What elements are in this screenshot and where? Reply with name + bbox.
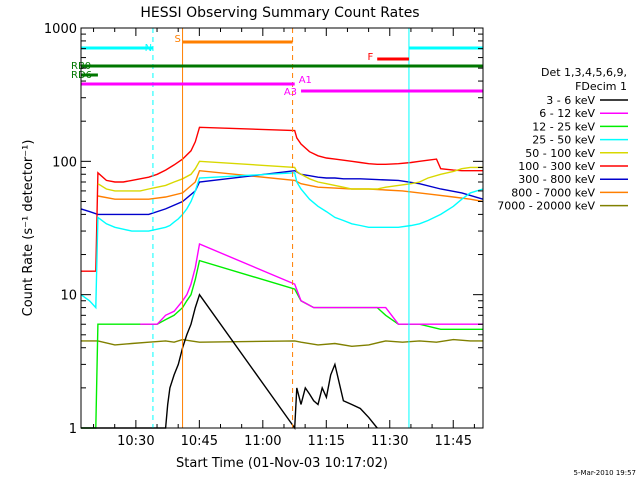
- flag-label: A1: [299, 75, 312, 86]
- x-tick-label: 11:45: [435, 434, 472, 449]
- series-line-6-12-kev: [140, 243, 483, 325]
- legend-label: 7000 - 20000 keV: [497, 200, 595, 213]
- series-line-12-25-kev: [81, 259, 483, 429]
- y-tick-label: 10: [60, 289, 77, 304]
- x-tick-label: 10:45: [181, 434, 218, 449]
- x-tick-label: 11:00: [244, 434, 281, 449]
- series-line-25-50-kev: [80, 172, 484, 310]
- series-line-3-6-kev: [81, 293, 378, 431]
- x-tick-label: 10:30: [117, 434, 154, 449]
- series-line-800-7000-kev: [97, 169, 484, 203]
- series-line-50-100-kev: [97, 160, 483, 192]
- footer-timestamp: 5-Mar-2010 19:57: [574, 469, 636, 477]
- x-axis-ticks: 10:30 10:45 11:00 11:15 11:30 11:45: [93, 28, 475, 449]
- legend-label: 50 - 100 keV: [525, 147, 595, 160]
- legend-label: 300 - 800 keV: [518, 173, 595, 186]
- flag-label: N: [145, 43, 152, 54]
- y-axis-ticks: 1 10 100 1000: [44, 22, 483, 437]
- flag-label: RD6: [71, 70, 92, 81]
- x-tick-label: 11:30: [371, 434, 408, 449]
- legend-header-line-1: Det 1,3,4,5,6,9,: [541, 66, 627, 79]
- legend-label: 3 - 6 keV: [546, 94, 595, 107]
- plot-frame: [80, 27, 484, 429]
- series-line-7000-20000-kev: [81, 338, 483, 348]
- legend-label: 25 - 50 keV: [532, 134, 595, 147]
- flag-label: A3: [284, 87, 297, 98]
- flag-label: F: [367, 52, 373, 63]
- legend-label: 12 - 25 keV: [532, 120, 595, 133]
- flag-label: S: [175, 34, 181, 45]
- legend-label: 6 - 12 keV: [539, 107, 595, 120]
- x-axis-label: Start Time (01-Nov-03 10:17:02): [176, 456, 388, 471]
- legend-header-line-2: FDecim 1: [575, 80, 627, 93]
- vertical-markers: [152, 28, 484, 428]
- series-layer: [80, 126, 484, 431]
- series-line-300-800-kev: [80, 169, 484, 216]
- legend-label: 100 - 300 keV: [518, 160, 595, 173]
- x-tick-label: 11:15: [308, 434, 345, 449]
- y-axis-label: Count Rate (s⁻¹ detector⁻¹): [21, 140, 36, 317]
- y-tick-label: 1000: [44, 22, 77, 37]
- legend-label: 800 - 7000 keV: [511, 186, 595, 199]
- y-tick-label: 1: [69, 422, 77, 437]
- y-tick-label: 100: [52, 155, 77, 170]
- series-line-100-300-kev: [81, 126, 483, 272]
- chart-title: HESSI Observing Summary Count Rates: [140, 5, 419, 21]
